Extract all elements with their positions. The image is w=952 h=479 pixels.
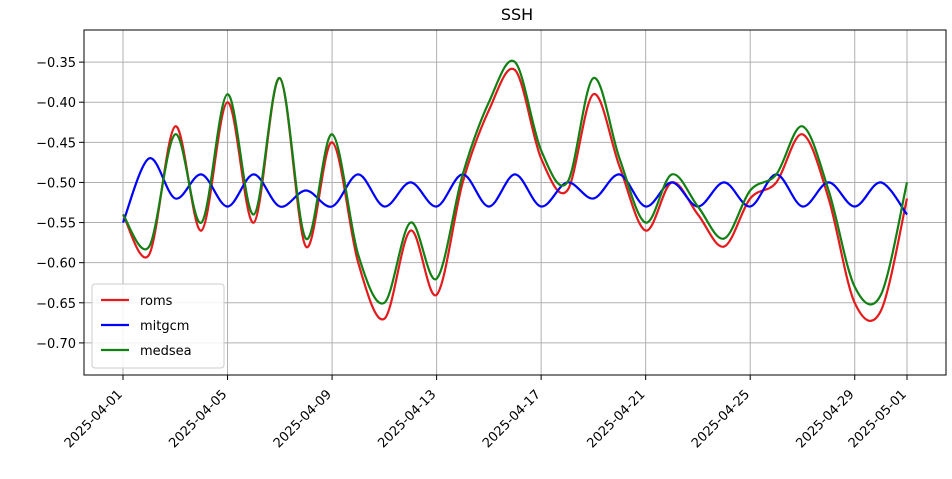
- chart-title: SSH: [501, 5, 533, 24]
- x-tick-label: 2025-04-13: [375, 387, 439, 451]
- x-tick-label: 2025-04-21: [584, 387, 648, 451]
- y-tick-label: −0.35: [36, 56, 76, 71]
- series-line-roms: [122, 67, 909, 322]
- legend: roms mitgcm medsea: [91, 283, 225, 369]
- y-axis: −0.35 −0.40 −0.45 −0.50 −0.55 −0.60 −0.65 −0.70: [36, 56, 84, 352]
- y-tick-label: −0.55: [36, 217, 76, 232]
- y-tick-label: −0.70: [36, 337, 76, 352]
- y-tick-label: −0.60: [36, 257, 76, 272]
- x-tick-label: 2025-04-17: [480, 387, 544, 451]
- x-tick-label: 2025-04-05: [166, 387, 230, 451]
- series-group: [121, 59, 909, 322]
- series-line-medsea: [122, 59, 909, 306]
- plot-frame: [83, 29, 947, 376]
- y-tick-label: −0.45: [36, 136, 76, 151]
- legend-box: [91, 283, 225, 369]
- x-tick-label: 2025-04-01: [62, 387, 126, 451]
- x-axis: 2025-04-01 2025-04-05 2025-04-09 2025-04-13…: [62, 375, 910, 451]
- x-tick-label: 2025-04-25: [689, 387, 753, 451]
- y-tick-label: −0.50: [36, 176, 76, 191]
- legend-label-roms: roms: [140, 294, 173, 309]
- y-tick-label: −0.65: [36, 297, 76, 312]
- y-tick-label: −0.40: [36, 96, 76, 111]
- legend-label-mitgcm: mitgcm: [140, 319, 189, 334]
- legend-label-medsea: medsea: [140, 344, 192, 359]
- x-tick-label: 2025-04-09: [271, 387, 335, 451]
